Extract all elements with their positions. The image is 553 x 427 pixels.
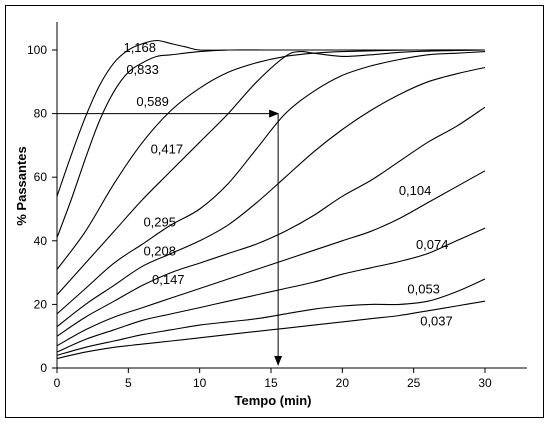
series-line bbox=[56, 49, 485, 238]
curve-label: 0,833 bbox=[126, 62, 159, 77]
series-line bbox=[56, 49, 486, 296]
series-line bbox=[56, 106, 486, 337]
y-tick-label: 40 bbox=[34, 234, 48, 248]
curve-label: 0,053 bbox=[407, 282, 440, 297]
curve-label: 0,074 bbox=[416, 237, 449, 252]
y-tick-label: 0 bbox=[40, 361, 47, 375]
x-tick-label: 0 bbox=[54, 376, 61, 390]
x-tick-label: 30 bbox=[478, 376, 492, 390]
curve-label: 0,589 bbox=[136, 94, 169, 109]
curve-labels: 1,168 0,833 0,589 0,417 0,295 0,208 0,147 0,104… bbox=[123, 40, 452, 328]
series-line bbox=[56, 227, 486, 353]
series-layer bbox=[56, 39, 486, 360]
y-axis-title: % Passantes bbox=[14, 146, 29, 226]
curve-label: 0,208 bbox=[143, 243, 176, 258]
x-axis-title: Tempo (min) bbox=[234, 393, 311, 408]
curve-label: 0,104 bbox=[399, 183, 432, 198]
y-tick-label: 60 bbox=[34, 170, 48, 184]
curve-label: 0,295 bbox=[143, 215, 176, 230]
curve-label: 1,168 bbox=[123, 40, 156, 55]
curve-label: 0,147 bbox=[152, 272, 185, 287]
series-line bbox=[56, 278, 486, 356]
y-tick-label: 20 bbox=[34, 297, 48, 311]
y-tick-label: 100 bbox=[27, 43, 47, 57]
curve-label: 0,417 bbox=[151, 142, 184, 157]
series-line bbox=[56, 300, 486, 360]
series-line bbox=[56, 170, 486, 347]
x-tick-label: 20 bbox=[336, 376, 350, 390]
annotation-arrows bbox=[57, 109, 283, 366]
series-line bbox=[56, 66, 486, 328]
x-tick-label: 25 bbox=[407, 376, 421, 390]
series-line bbox=[56, 51, 486, 315]
axes: 0 20 40 60 80 100 0 5 10 15 20 25 30 bbox=[27, 22, 527, 390]
chart-frame bbox=[5, 5, 544, 418]
series-line bbox=[56, 49, 486, 270]
x-tick-label: 15 bbox=[264, 376, 278, 390]
y-tick-label: 80 bbox=[34, 107, 48, 121]
x-tick-label: 5 bbox=[125, 376, 132, 390]
x-tick-label: 10 bbox=[193, 376, 207, 390]
curve-label: 0,037 bbox=[420, 313, 453, 328]
